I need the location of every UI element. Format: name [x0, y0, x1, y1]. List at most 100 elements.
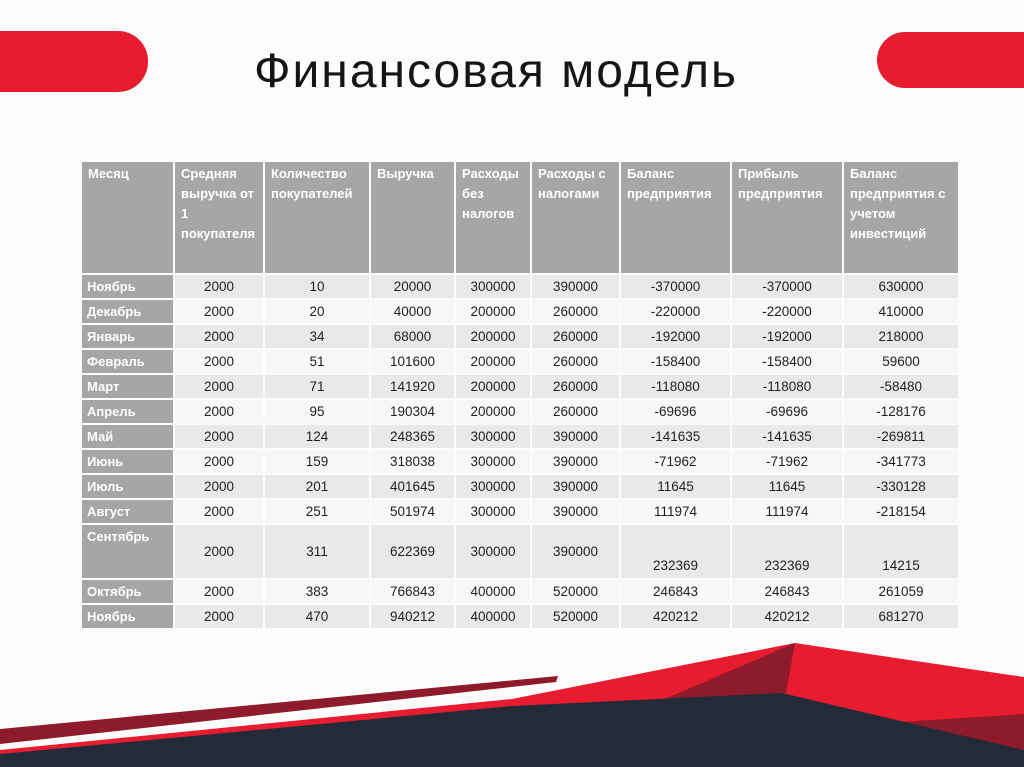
navy-foreground-shape	[0, 693, 1024, 767]
value-cell: 390000	[532, 475, 619, 498]
value-cell: 159	[265, 450, 369, 473]
value-cell: 2000	[175, 375, 263, 398]
table-row: Июль 2000 201 401645 300000 390000 11645 11645-…	[82, 475, 958, 498]
column-header: Средняя выручка от 1 покупателя	[175, 162, 263, 273]
value-cell: -69696	[621, 400, 730, 423]
value-cell: 390000	[532, 500, 619, 523]
value-cell: -341773	[844, 450, 958, 473]
value-cell: 260000	[532, 300, 619, 323]
value-cell: -269811	[844, 425, 958, 448]
table-row: Апрель 2000 95 190304 200000 260000 -69696 -696…	[82, 400, 958, 423]
value-cell: 71	[265, 375, 369, 398]
value-cell: -218154	[844, 500, 958, 523]
table-row: Февраль 2000 51 101600 200000 260000 -158400 -1…	[82, 350, 958, 373]
value-cell: 630000	[844, 275, 958, 298]
value-cell: 246843	[621, 580, 730, 603]
maroon-facet-shape	[660, 643, 795, 701]
value-cell: -71962	[621, 450, 730, 473]
column-header: Количество покупателей	[265, 162, 369, 273]
value-cell: 20000	[371, 275, 454, 298]
value-cell: 300000	[456, 450, 530, 473]
value-cell: 420212	[621, 605, 730, 628]
value-cell: 383	[265, 580, 369, 603]
month-cell: Январь	[82, 325, 173, 348]
value-cell: 200000	[456, 325, 530, 348]
month-cell: Ноябрь	[82, 275, 173, 298]
value-cell: 681270	[844, 605, 958, 628]
value-cell: 201	[265, 475, 369, 498]
month-cell: Февраль	[82, 350, 173, 373]
value-cell: -141635	[732, 425, 842, 448]
value-cell: 246843	[732, 580, 842, 603]
value-cell: 10	[265, 275, 369, 298]
value-cell: 2000	[175, 475, 263, 498]
value-cell: -158400	[621, 350, 730, 373]
value-cell: 420212	[732, 605, 842, 628]
value-cell: 248365	[371, 425, 454, 448]
value-cell: 2000	[175, 580, 263, 603]
value-cell: 501974	[371, 500, 454, 523]
month-cell: Июль	[82, 475, 173, 498]
column-header: Расходы без налогов	[456, 162, 530, 273]
value-cell: 200000	[456, 375, 530, 398]
column-header: Прибыль предприятия	[732, 162, 842, 273]
table-row: Август 2000 251 501974 300000 390000 111974 111…	[82, 500, 958, 523]
value-cell: 2000	[175, 400, 263, 423]
value-cell: -192000	[621, 325, 730, 348]
slide-title: Финансовая модель	[254, 45, 738, 98]
value-cell: 2000	[175, 605, 263, 628]
value-cell: 260000	[532, 400, 619, 423]
table-row: Март 2000 71 141920 200000 260000 -118080 -1180…	[82, 375, 958, 398]
value-cell: 251	[265, 500, 369, 523]
table-row: Декабрь 2000 20 40000 200000 260000 -220000 -22…	[82, 300, 958, 323]
table-row: Июнь 2000 159 318038 300000 390000 -71962 -7196…	[82, 450, 958, 473]
value-cell: -192000	[732, 325, 842, 348]
value-cell: 470	[265, 605, 369, 628]
month-cell: Сентябрь	[82, 525, 173, 578]
value-cell: -141635	[621, 425, 730, 448]
value-cell: 520000	[532, 580, 619, 603]
value-cell: -370000	[621, 275, 730, 298]
value-cell: 261059	[844, 580, 958, 603]
value-cell: -128176	[844, 400, 958, 423]
value-cell: -118080	[621, 375, 730, 398]
value-cell: 260000	[532, 325, 619, 348]
table-row: Октябрь 2000 383 766843 400000 520000 246843 24…	[82, 580, 958, 603]
value-cell: -69696	[732, 400, 842, 423]
value-cell: 124	[265, 425, 369, 448]
column-header: Расходы с налогами	[532, 162, 619, 273]
red-mountain-shape	[0, 643, 1024, 767]
month-cell: Март	[82, 375, 173, 398]
month-cell: Август	[82, 500, 173, 523]
value-cell: 260000	[532, 350, 619, 373]
value-cell: 2000	[175, 525, 263, 578]
maroon-edge-shape	[900, 714, 1024, 750]
value-cell: 390000	[532, 525, 619, 578]
bottom-decoration	[0, 643, 1024, 767]
value-cell: 318038	[371, 450, 454, 473]
value-cell: 2000	[175, 300, 263, 323]
value-cell: 390000	[532, 450, 619, 473]
value-cell: 2000	[175, 425, 263, 448]
table-row: Январь 2000 34 68000 200000 260000 -192000 -192…	[82, 325, 958, 348]
value-cell: 300000	[456, 275, 530, 298]
month-cell: Апрель	[82, 400, 173, 423]
column-header: Баланс предприятия	[621, 162, 730, 273]
value-cell: 940212	[371, 605, 454, 628]
value-cell: 2000	[175, 350, 263, 373]
value-cell: 300000	[456, 500, 530, 523]
value-cell: 218000	[844, 325, 958, 348]
financial-table: Месяц Средняя выручка от 1 покупателя Коли…	[80, 160, 960, 630]
value-cell: 11645	[621, 475, 730, 498]
table-row: Ноябрь 2000 470 940212 400000 520000 420212 420…	[82, 605, 958, 628]
value-cell: 300000	[456, 525, 530, 578]
value-cell: 300000	[456, 425, 530, 448]
value-cell: 260000	[532, 375, 619, 398]
value-cell: 59600	[844, 350, 958, 373]
value-cell: 34	[265, 325, 369, 348]
table-row: Сентябрь 2000 311 622369 300000 390000 232369 2…	[82, 525, 958, 578]
value-cell: 111974	[732, 500, 842, 523]
value-cell: 111974	[621, 500, 730, 523]
value-cell: 410000	[844, 300, 958, 323]
value-cell: 766843	[371, 580, 454, 603]
